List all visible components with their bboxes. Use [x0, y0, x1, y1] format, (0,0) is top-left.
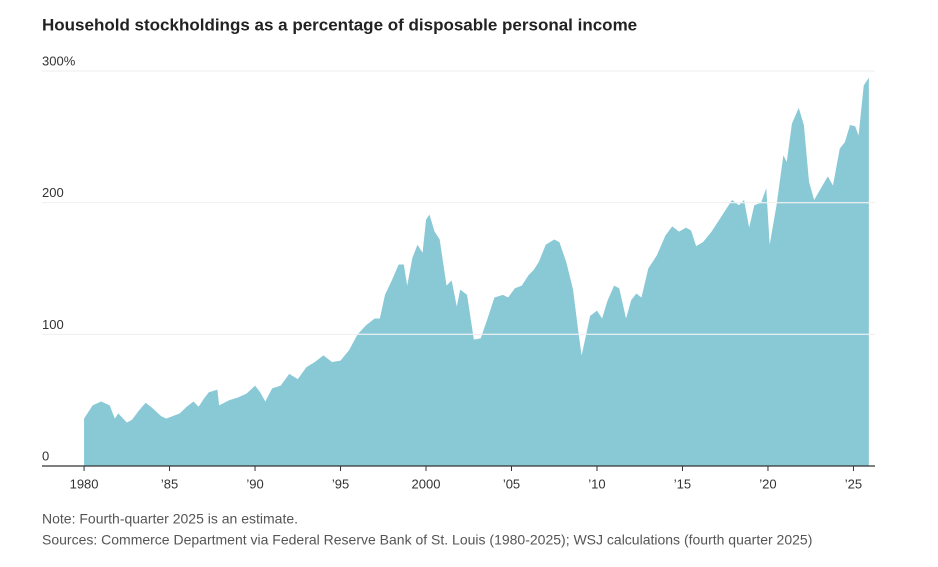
x-tick-label: ’20 [759, 476, 776, 491]
x-tick-label: ’10 [588, 476, 605, 491]
x-tick-label: ’15 [674, 476, 691, 491]
y-tick-label: 0 [42, 448, 49, 463]
x-tick-label: ’25 [845, 476, 862, 491]
chart-title: Household stockholdings as a percentage … [42, 15, 637, 34]
x-tick-label: ’95 [332, 476, 349, 491]
area [84, 77, 869, 466]
y-tick-label: 200 [42, 185, 64, 200]
x-tick-label: 2000 [412, 476, 441, 491]
x-tick-label: 1980 [70, 476, 99, 491]
note: Note: Fourth-quarter 2025 is an estimate… [42, 511, 298, 527]
x-tick-label: ’85 [161, 476, 178, 491]
y-tick-label: 100 [42, 317, 64, 332]
y-tick-label: 300% [42, 53, 76, 68]
x-tick-label: ’90 [246, 476, 263, 491]
source: Sources: Commerce Department via Federal… [42, 532, 812, 548]
x-tick-label: ’05 [503, 476, 520, 491]
